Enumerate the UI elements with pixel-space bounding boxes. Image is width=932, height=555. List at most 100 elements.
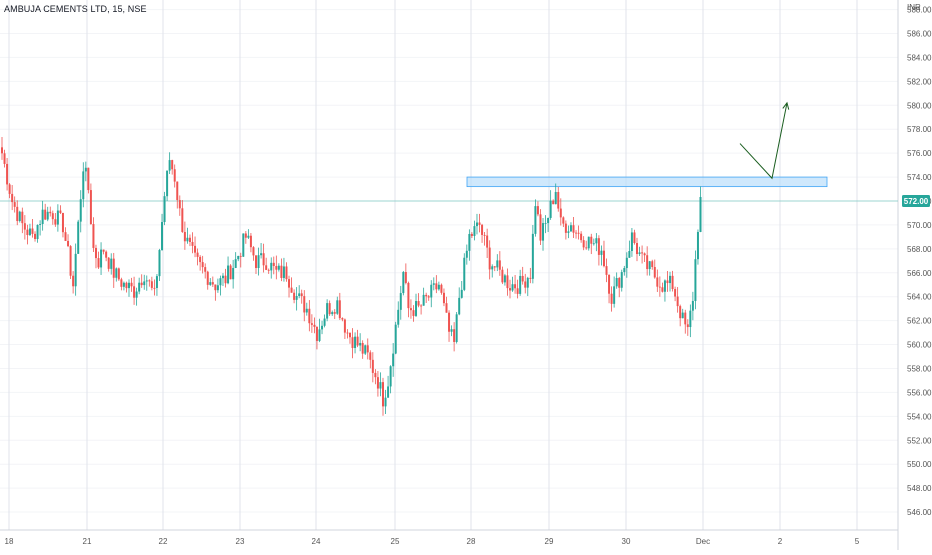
candle-body	[676, 296, 679, 307]
candle-body	[648, 261, 651, 270]
candle	[681, 308, 684, 319]
candle	[16, 200, 19, 226]
candle-body	[519, 275, 522, 294]
candle-body	[361, 342, 364, 354]
candle-body	[615, 278, 618, 287]
candle	[178, 195, 181, 216]
candle-body	[252, 247, 255, 256]
candle-body	[679, 306, 682, 319]
candle	[49, 206, 52, 217]
candle-body	[696, 231, 699, 260]
candle-body	[453, 329, 456, 342]
candle-body	[473, 226, 476, 236]
resistance-zone[interactable]	[466, 176, 828, 188]
candle	[564, 220, 567, 240]
candle	[394, 321, 397, 355]
candle	[229, 264, 232, 280]
candle-body	[64, 232, 67, 241]
candle-body	[267, 269, 270, 271]
candle-body	[483, 234, 486, 236]
candle-body	[112, 258, 115, 278]
candle-body	[107, 257, 110, 269]
candle	[183, 221, 186, 250]
candle-body	[102, 249, 105, 252]
candle-body	[18, 211, 21, 222]
candle	[674, 286, 677, 302]
candle	[620, 269, 623, 292]
candle	[694, 250, 697, 310]
candle	[277, 263, 280, 272]
candle-body	[41, 209, 44, 225]
candle-body	[602, 250, 605, 267]
time-tick-label: 23	[236, 537, 245, 546]
price-tick-label: 554.00	[907, 412, 932, 421]
candle	[440, 283, 443, 295]
candle-body	[133, 286, 136, 298]
candle-body	[514, 284, 517, 289]
candle-body	[59, 210, 62, 213]
candle	[171, 159, 174, 175]
candle-body	[153, 287, 156, 289]
price-axis[interactable]: 546.00 548.00 550.00 552.00 554.00 556.00 558.…	[907, 6, 932, 517]
candle	[519, 269, 522, 296]
candle	[11, 185, 14, 211]
price-tick-label: 578.00	[907, 125, 932, 134]
candle	[219, 275, 222, 296]
candle-body	[463, 257, 466, 290]
candle-body	[21, 211, 24, 224]
candle-body	[374, 372, 377, 378]
price-tick-label: 582.00	[907, 77, 932, 86]
candle	[562, 216, 565, 228]
candle-body	[608, 274, 611, 294]
candle-body	[16, 206, 19, 222]
candle-body	[232, 267, 235, 280]
candle	[376, 370, 379, 397]
candle	[61, 212, 64, 238]
candle	[161, 213, 164, 251]
candle-body	[237, 255, 240, 260]
candle	[516, 279, 519, 299]
candle	[432, 277, 435, 291]
candle-body	[305, 308, 308, 313]
candle-body	[382, 382, 384, 407]
candle-body	[257, 255, 260, 268]
candle	[666, 271, 669, 292]
candle	[641, 245, 644, 264]
candle-body	[542, 223, 545, 241]
candle	[158, 248, 161, 282]
candle	[425, 292, 428, 303]
time-axis[interactable]: 18 21 22 23 24 25 28 29 30 Dec 2 5	[5, 537, 860, 546]
candle-body	[600, 250, 603, 255]
candle-body	[684, 312, 687, 325]
candle-body	[620, 272, 623, 288]
candle-body	[646, 255, 649, 270]
projection-drawing[interactable]	[739, 101, 790, 180]
candle	[77, 219, 80, 254]
candle-body	[227, 265, 230, 284]
candle	[351, 328, 354, 359]
candle-body	[343, 319, 346, 333]
candle	[323, 314, 326, 328]
candle	[346, 329, 349, 339]
candle	[290, 277, 293, 293]
candle-body	[87, 167, 90, 191]
candle	[460, 280, 463, 299]
candle	[686, 319, 689, 336]
candle	[201, 255, 204, 274]
candle-body	[521, 275, 524, 282]
candle	[199, 255, 202, 271]
candle	[420, 304, 423, 315]
candle	[481, 223, 484, 243]
price-tick-label: 546.00	[907, 508, 932, 517]
candle	[387, 375, 390, 398]
candle-body	[313, 324, 316, 327]
symbol-title: AMBUJA CEMENTS LTD, 15, NSE	[4, 4, 147, 14]
candle-body	[61, 212, 64, 233]
projection-path[interactable]	[739, 102, 788, 180]
candle-body	[183, 231, 186, 242]
candle	[648, 260, 651, 276]
candle	[450, 325, 453, 337]
candle	[503, 273, 506, 286]
